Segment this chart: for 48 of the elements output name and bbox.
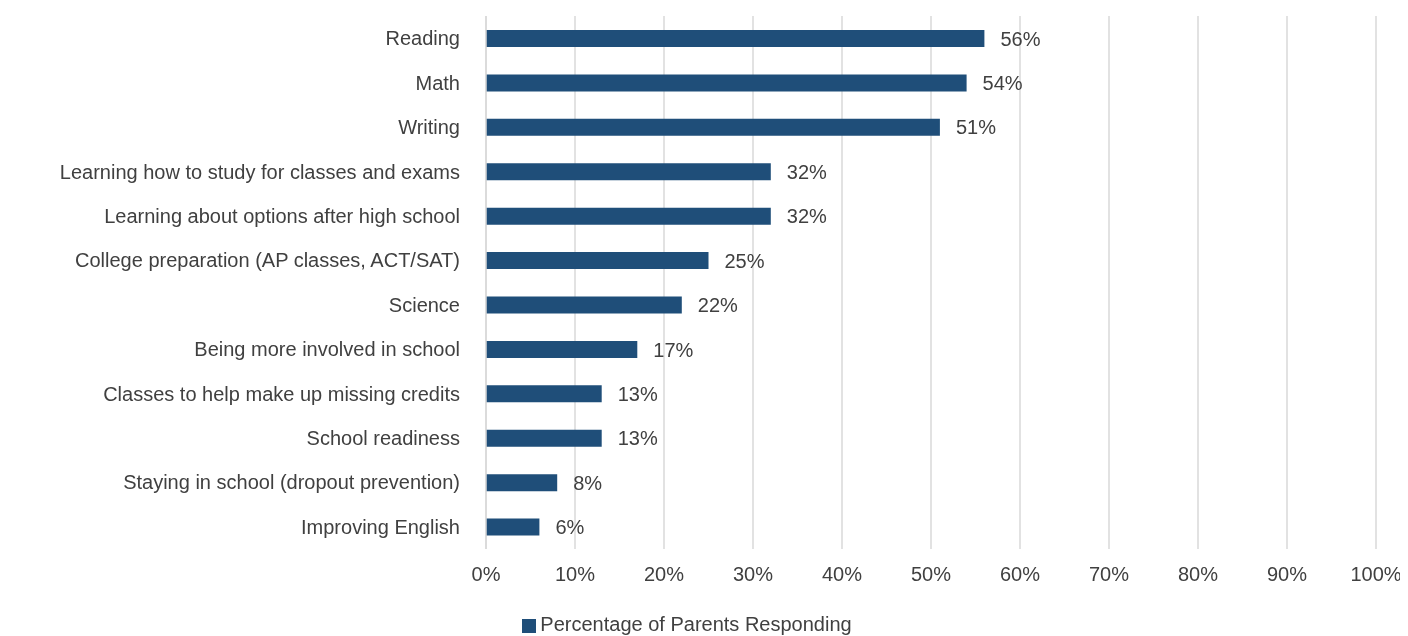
x-tick-label: 20% [643, 563, 685, 586]
bar [486, 385, 602, 403]
y-tick-label: Reading [385, 27, 460, 50]
data-label: 54% [982, 72, 1023, 95]
y-tick-label: Classes to help make up missing credits [103, 382, 460, 405]
data-label: 6% [555, 516, 585, 539]
bar [486, 118, 940, 136]
data-label: 13% [617, 382, 658, 405]
legend-label: Percentage of Parents Responding [540, 613, 852, 635]
data-label: 32% [786, 205, 828, 228]
data-label: 51% [955, 116, 997, 139]
x-tick-label: 0% [471, 563, 501, 586]
bar [486, 474, 558, 492]
bar [486, 163, 771, 181]
bar [486, 518, 540, 536]
y-tick-label: Staying in school (dropout prevention) [123, 471, 460, 494]
y-tick-label: Being more involved in school [194, 338, 460, 361]
bar [486, 340, 638, 358]
bar [486, 296, 682, 314]
x-tick-label: 30% [732, 563, 774, 586]
data-label: 8% [573, 471, 603, 494]
y-tick-label: Math [415, 71, 460, 94]
data-label: 25% [724, 249, 765, 272]
data-label: 17% [653, 338, 694, 361]
bar [486, 30, 985, 47]
x-tick-label: 60% [999, 563, 1041, 586]
bar [486, 252, 709, 270]
y-tick-label: Learning how to study for classes and exams [59, 160, 460, 183]
bar [486, 429, 602, 447]
y-tick-label: College preparation (AP classes, ACT/SAT) [75, 249, 460, 272]
y-tick-label: Learning about options after high school [104, 204, 460, 227]
x-tick-label: 100% [1350, 563, 1402, 586]
bar [486, 74, 967, 92]
x-tick-label: 50% [910, 563, 952, 586]
data-label: 32% [786, 160, 828, 183]
y-tick-label: Improving English [301, 515, 460, 538]
data-label: 13% [617, 427, 658, 450]
data-label: 56% [1000, 27, 1041, 50]
x-tick-label: 90% [1266, 563, 1308, 586]
x-tick-label: 40% [821, 563, 863, 586]
y-tick-label: School readiness [306, 427, 460, 450]
x-tick-label: 10% [554, 563, 596, 586]
data-label: 22% [697, 294, 739, 317]
y-tick-label: Writing [398, 116, 460, 139]
y-tick-label: Science [388, 293, 460, 316]
bar [486, 207, 771, 225]
x-tick-label: 70% [1088, 563, 1130, 586]
x-tick-label: 80% [1177, 563, 1219, 586]
